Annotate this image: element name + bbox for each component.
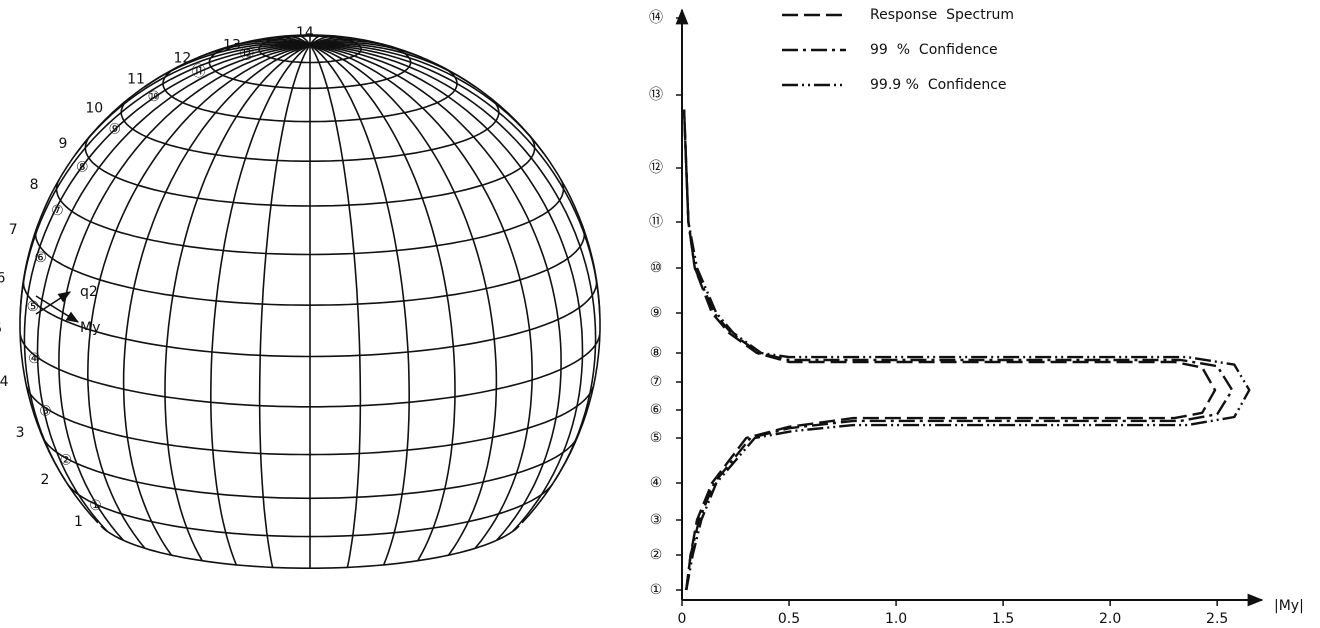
meridian — [86, 44, 311, 549]
element-label: ④ — [28, 351, 41, 367]
node-label: 3 — [16, 425, 25, 441]
meridian — [309, 44, 584, 533]
node-label: 11 — [127, 72, 145, 88]
node-label: 1 — [74, 514, 83, 530]
meridian — [258, 44, 311, 568]
y-tick-label: ⑪ — [649, 214, 663, 230]
y-tick-label: ⑧ — [650, 345, 663, 361]
meridian — [309, 44, 498, 556]
node-label: 6 — [0, 270, 5, 286]
node-label: 2 — [40, 472, 49, 488]
node-label: 7 — [9, 222, 18, 238]
node-label: 14 — [296, 25, 314, 41]
x-axis-label: |My| — [1274, 598, 1304, 614]
meridian — [23, 44, 311, 481]
node-label: 8 — [30, 177, 39, 193]
q-label: q2 — [80, 284, 98, 300]
my-arrow — [35, 295, 80, 323]
x-tick-label: 2.5 — [1206, 611, 1228, 627]
x-tick-label: 2.0 — [1099, 611, 1121, 627]
y-tick-label: ⑨ — [650, 305, 663, 321]
element-label: ① — [89, 498, 102, 514]
x-tick-label: 0 — [678, 611, 687, 627]
meridian — [164, 44, 311, 562]
dome-outline — [19, 34, 601, 524]
y-tick-label: ④ — [650, 475, 663, 491]
node-label: 12 — [174, 50, 192, 66]
meridian — [209, 44, 311, 566]
node-label: 5 — [0, 321, 2, 337]
meridian — [309, 44, 601, 316]
meridian — [19, 44, 311, 316]
element-label: ⑬ — [290, 38, 304, 54]
meridian — [58, 44, 311, 541]
meridian — [309, 44, 456, 562]
y-tick-label: ⑥ — [650, 402, 663, 418]
element-label: ③ — [39, 403, 52, 419]
y-tick-label: ⑭ — [649, 10, 663, 26]
meridian — [122, 44, 311, 556]
element-label: ⑪ — [192, 64, 206, 80]
series-line — [682, 109, 1251, 591]
node-label: 10 — [85, 100, 103, 116]
element-label: ⑦ — [51, 203, 64, 219]
x-tick-label: 0.5 — [778, 611, 800, 627]
element-label: ⑤ — [27, 299, 40, 315]
meridian — [309, 44, 411, 566]
y-tick-label: ⑦ — [650, 374, 663, 390]
element-label: ⑨ — [108, 121, 121, 137]
meridian — [309, 44, 362, 568]
legend-label: Response Spectrum — [870, 7, 1014, 23]
meridian — [309, 44, 562, 541]
legend-label: 99 % Confidence — [870, 42, 998, 58]
moment-chart: |My| ① ② ③ ④ ⑤ ⑥ ⑦ ⑧ ⑨ ⑩ ⑪ ⑫ ⑬ ⑭ 0 0.5 1.0 1.5 2.0 2.5 Respo… — [649, 7, 1304, 627]
x-tick-label: 1.0 — [885, 611, 907, 627]
element-label: ⑩ — [147, 89, 160, 105]
element-label: ⑧ — [76, 160, 89, 176]
y-tick-label: ② — [650, 547, 663, 563]
meridian — [309, 44, 597, 481]
q-arrow — [35, 291, 72, 315]
load-arrows: q2 My — [35, 284, 100, 336]
node-label: 9 — [58, 136, 67, 152]
node-label: 4 — [0, 374, 9, 390]
node-label: 13 — [223, 37, 241, 53]
series-line — [682, 109, 1217, 591]
m-label: My — [80, 320, 100, 336]
dome-diagram: 1234567891011121314①②③④⑤⑥⑦⑧⑨⑩⑪⑫⑬⑭ — [0, 25, 601, 569]
element-label: ⑥ — [34, 250, 47, 266]
meridian — [309, 44, 534, 549]
y-tick-label: ① — [650, 582, 663, 598]
y-tick-label: ⑫ — [649, 160, 663, 176]
y-tick-label: ⑬ — [649, 87, 663, 103]
element-label: ⑭ — [288, 38, 302, 54]
meridian — [36, 44, 311, 533]
x-tick-label: 1.5 — [992, 611, 1014, 627]
element-label: ② — [60, 452, 73, 468]
y-tick-label: ⑩ — [650, 260, 663, 276]
element-label: ⑫ — [240, 47, 254, 63]
y-tick-label: ⑤ — [650, 430, 663, 446]
legend-label: 99.9 % Confidence — [870, 77, 1007, 93]
y-tick-label: ③ — [650, 512, 663, 528]
series-line — [682, 109, 1234, 591]
